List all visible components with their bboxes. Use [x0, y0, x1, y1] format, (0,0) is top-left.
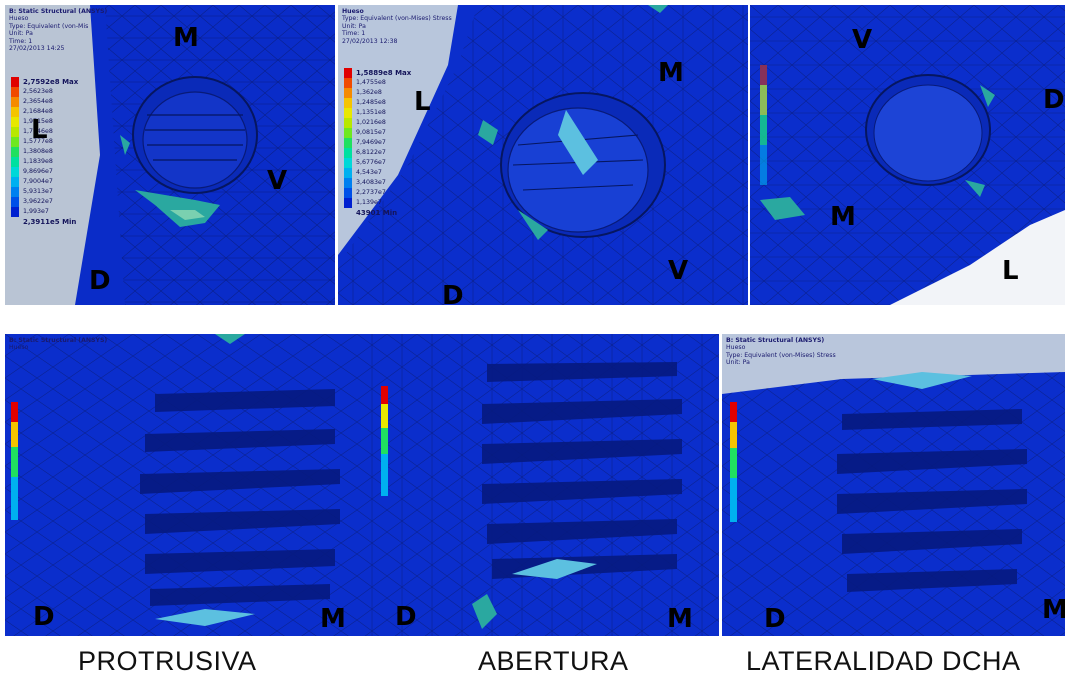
direction-marker-d: D [1043, 85, 1065, 115]
direction-marker-l: L [414, 87, 431, 117]
legend-min: 2,3911e5 Min [23, 218, 77, 226]
analysis-header: Hueso Type: Equivalent (von-Mises) Stres… [342, 8, 452, 45]
fea-mesh-bottom-middle [357, 334, 719, 636]
legend-value: 1,362e8 [356, 89, 382, 96]
direction-marker-v: V [267, 166, 288, 196]
legend-value: 1,3808e8 [23, 148, 53, 155]
caption-abertura: ABERTURA [478, 646, 629, 676]
legend-max: 2,7592e8 Max [23, 78, 79, 86]
analysis-header: B: Static Structural (ANSYS) Hueso Type:… [726, 337, 836, 367]
direction-marker-m: M [173, 23, 199, 53]
direction-marker-v: V [852, 25, 873, 55]
header-line: Time: 1 [9, 37, 33, 45]
legend-value: 6,8122e7 [356, 149, 386, 156]
legend-value: 2,5623e8 [23, 88, 53, 95]
header-line: 27/02/2013 14:25 [9, 45, 65, 53]
fea-mesh-top-left [5, 5, 335, 305]
panel-bottom-right: B: Static Structural (ANSYS) Hueso Type:… [722, 334, 1065, 636]
header-line: Hueso [342, 8, 364, 15]
fea-mesh-bottom-right [722, 334, 1065, 636]
legend-value: 3,9622e7 [23, 198, 53, 205]
legend-value: 9,0815e7 [356, 129, 386, 136]
legend-value: 9,8696e7 [23, 168, 53, 175]
direction-marker-d: D [395, 602, 417, 632]
header-line: Unit: Pa [342, 22, 366, 30]
panel-bottom-left: B: Static Structural (ANSYS) Hueso D M [5, 334, 357, 636]
analysis-header: B: Static Structural (ANSYS) Hueso Type:… [9, 8, 107, 52]
legend-value: 1,1839e8 [23, 158, 53, 165]
header-line: B: Static Structural (ANSYS) [9, 8, 108, 15]
legend-value: 2,3654e8 [23, 98, 53, 105]
direction-marker-m: M [320, 604, 346, 634]
legend-value: 7,9004e7 [23, 178, 53, 185]
direction-marker-d: D [442, 281, 464, 305]
direction-marker-v: V [668, 256, 689, 286]
legend-value: 5,9313e7 [23, 188, 53, 195]
analysis-header: B: Static Structural (ANSYS) Hueso [9, 337, 107, 352]
header-line: Unit: Pa [726, 359, 750, 367]
legend-max: 1,5889e8 Max [356, 69, 412, 77]
direction-marker-l: L [31, 115, 48, 145]
legend-value: 1,5777e8 [23, 138, 53, 145]
legend-value: 2,2737e7 [356, 189, 386, 196]
legend-value: 2,1684e8 [23, 108, 53, 115]
legend-value: 3,4083e7 [356, 179, 386, 186]
legend-value: 1,139e7 [356, 199, 382, 206]
direction-marker-m: M [830, 202, 856, 232]
header-line: Unit: Pa [9, 30, 33, 38]
legend-value: 4,543e7 [356, 169, 382, 176]
header-line: B: Static Structural (ANSYS) [726, 337, 825, 344]
header-line: Hueso [9, 15, 29, 23]
header-line: Time: 1 [342, 30, 366, 38]
legend-min: 43901 Min [356, 209, 398, 217]
panel-top-right: V D M L [750, 5, 1065, 305]
fea-mesh-bottom-left [5, 334, 357, 636]
panel-top-left: B: Static Structural (ANSYS) Hueso Type:… [5, 5, 335, 305]
direction-marker-d: D [764, 604, 786, 634]
direction-marker-m: M [1042, 595, 1065, 625]
fea-mesh-top-right [750, 5, 1065, 305]
legend-value: 5,6776e7 [356, 159, 386, 166]
direction-marker-l: L [1002, 256, 1019, 286]
header-line: 27/02/2013 12:38 [342, 37, 398, 45]
header-line: Type: Equivalent (von-Mis [9, 22, 89, 30]
panel-top-middle: Hueso Type: Equivalent (von-Mises) Stres… [338, 5, 748, 305]
fea-mesh-top-middle [338, 5, 748, 305]
caption-protrusiva: PROTRUSIVA [78, 646, 257, 676]
legend-value: 1,993e7 [23, 208, 49, 215]
legend-value: 1,9715e8 [23, 118, 53, 125]
direction-marker-d: D [89, 266, 111, 296]
header-line: Hueso [726, 344, 746, 352]
panel-bottom-middle: D M [357, 334, 719, 636]
legend-value: 7,9469e7 [356, 139, 386, 146]
direction-marker-m: M [667, 604, 693, 634]
caption-lateralidad-dcha: LATERALIDAD DCHA [746, 646, 1021, 676]
legend-value: 1,4755e8 [356, 79, 386, 86]
legend-value: 1,1351e8 [356, 109, 386, 116]
header-line: Hueso [9, 344, 29, 352]
header-line: Type: Equivalent (von-Mises) Stress [342, 15, 452, 23]
legend-value: 1,0216e8 [356, 119, 386, 126]
header-line: B: Static Structural (ANSYS) [9, 337, 108, 344]
header-line: Type: Equivalent (von-Mises) Stress [726, 351, 836, 359]
direction-marker-d: D [33, 602, 55, 632]
direction-marker-m: M [658, 58, 684, 88]
legend-value: 1,7746e8 [23, 128, 53, 135]
legend-value: 1,2485e8 [356, 99, 386, 106]
